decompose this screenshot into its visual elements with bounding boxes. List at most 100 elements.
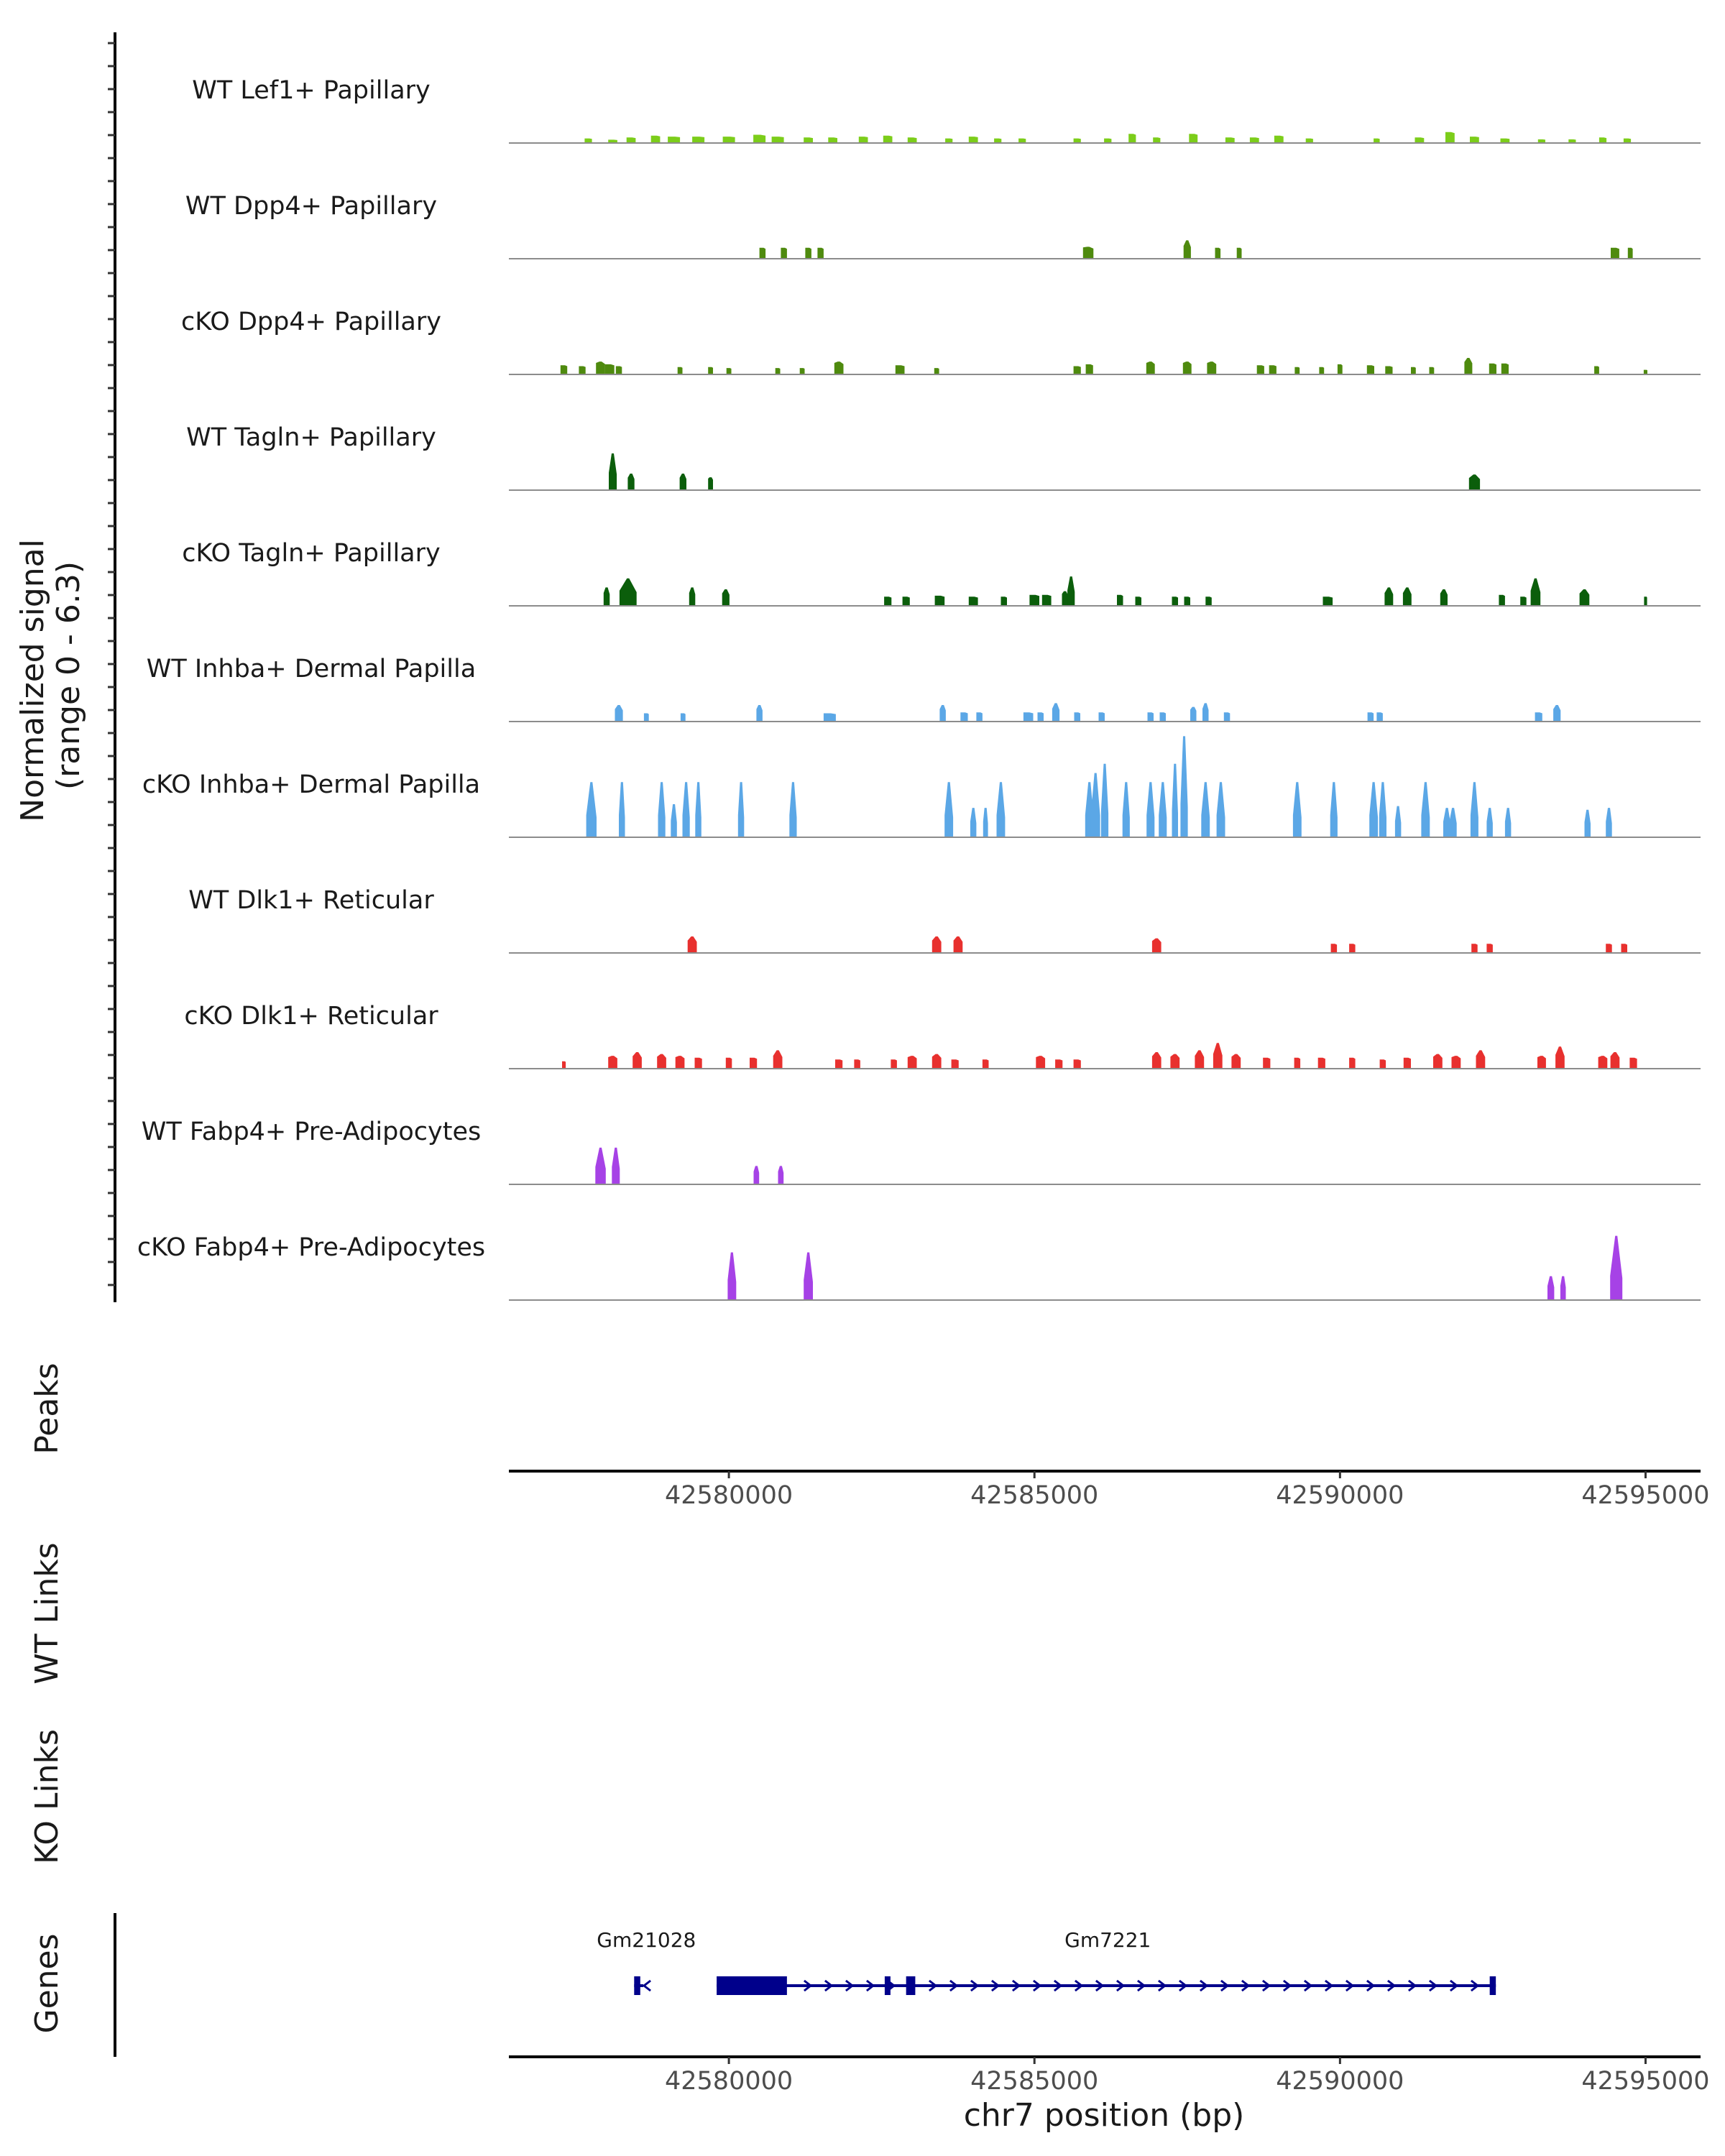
strand-arrow xyxy=(1345,1979,1355,1992)
gene-Gm21028: Gm21028 xyxy=(597,1928,696,1995)
signal-peak xyxy=(1594,366,1599,374)
gene-exon xyxy=(884,1976,891,1995)
signal-peak xyxy=(1062,591,1068,606)
strand-arrow xyxy=(1366,1979,1376,1992)
signal-peak xyxy=(1486,808,1493,837)
signal-peak xyxy=(1530,578,1541,606)
signal-peak xyxy=(608,139,617,143)
signal-peak xyxy=(1504,808,1512,837)
signal-peak xyxy=(708,367,713,374)
track-label: WT Tagln+ Papillary xyxy=(186,423,436,452)
signal-peak xyxy=(983,808,988,837)
signal-peak xyxy=(1018,138,1026,143)
signal-peak xyxy=(951,1059,959,1069)
signal-peak xyxy=(612,1147,620,1184)
signal-peak xyxy=(1159,782,1167,837)
signal-peak xyxy=(1183,240,1191,259)
signal-peak xyxy=(1629,1057,1637,1069)
signal-peak xyxy=(1029,594,1039,606)
signal-peak xyxy=(1100,763,1109,837)
gene-label: Gm21028 xyxy=(597,1928,696,1952)
signal-peak xyxy=(1294,367,1300,374)
signal-peak xyxy=(694,1057,702,1069)
signal-peak xyxy=(1041,594,1052,606)
signal-peak xyxy=(1182,361,1192,374)
signal-peak xyxy=(1146,361,1155,374)
signal-peak xyxy=(722,137,735,143)
signal-peak xyxy=(1319,367,1325,374)
strand-arrow xyxy=(824,1979,834,1992)
strand-arrow xyxy=(1282,1979,1292,1992)
strand-arrow xyxy=(1095,1979,1105,1992)
signal-peak xyxy=(1606,944,1612,953)
signal-peak xyxy=(1190,706,1197,722)
signal-peak xyxy=(1610,1052,1620,1069)
signal-peak xyxy=(895,365,905,374)
track-label: cKO Dpp4+ Papillary xyxy=(181,308,441,336)
signal-peak xyxy=(1610,1235,1623,1300)
signal-peak xyxy=(671,804,677,837)
signal-peak xyxy=(615,705,623,722)
signal-peak xyxy=(1249,137,1259,143)
signal-peak xyxy=(1023,712,1034,722)
signal-peak xyxy=(778,1166,784,1184)
gene-coding-block xyxy=(717,1976,787,1995)
signal-peak xyxy=(1052,703,1060,722)
track-6: WT Inhba+ Dermal Papilla xyxy=(147,655,1701,722)
signal-peak xyxy=(1151,1052,1162,1069)
signal-peak xyxy=(1000,596,1007,606)
peaks-label: Peaks xyxy=(29,1363,65,1454)
strand-arrow xyxy=(886,1979,896,1992)
signal-peak xyxy=(1256,365,1264,374)
signal-peak xyxy=(1207,361,1217,374)
strand-arrow xyxy=(865,1979,875,1992)
strand-arrow xyxy=(928,1979,938,1992)
signal-peak xyxy=(687,936,697,953)
track-label: WT Fabp4+ Pre-Adipocytes xyxy=(142,1118,481,1146)
signal-peak xyxy=(675,1056,685,1069)
signal-peak xyxy=(932,1054,942,1069)
signal-peak xyxy=(1274,135,1284,143)
signal-peak xyxy=(1579,589,1590,606)
signal-peak xyxy=(756,705,763,722)
signal-peak xyxy=(726,368,732,374)
signal-peak xyxy=(1055,1059,1063,1069)
signal-peak xyxy=(1547,1276,1555,1300)
signal-peak xyxy=(1170,1054,1180,1069)
strand-arrow xyxy=(1449,1979,1459,1992)
signal-peak xyxy=(1379,782,1386,837)
signal-peak xyxy=(1584,809,1591,837)
signal-peak xyxy=(968,137,978,143)
strand-arrow xyxy=(1428,1979,1438,1992)
gene-exon xyxy=(634,1976,640,1995)
signal-peak xyxy=(1374,138,1380,143)
strand-arrow xyxy=(1199,1979,1209,1992)
signal-peak xyxy=(753,1166,760,1184)
signal-peak xyxy=(799,368,805,374)
track-9: cKO Dlk1+ Reticular xyxy=(184,1002,1701,1069)
signal-peak xyxy=(1202,703,1209,722)
signal-peak xyxy=(1500,138,1510,143)
strand-arrow xyxy=(1386,1979,1397,1992)
signal-peak xyxy=(1117,594,1123,606)
signal-peak xyxy=(823,713,836,722)
signal-peak xyxy=(1394,806,1402,837)
signal-peak xyxy=(1159,712,1166,722)
signal-peak xyxy=(953,936,963,953)
signal-peak xyxy=(934,368,939,374)
signal-peak xyxy=(579,366,586,374)
signal-peak xyxy=(737,782,745,837)
signal-peak xyxy=(584,138,592,143)
signal-peak xyxy=(708,477,713,490)
signal-peak xyxy=(1555,1046,1565,1069)
signal-peak xyxy=(657,1054,666,1069)
signal-peak xyxy=(1216,782,1225,837)
signal-peak xyxy=(1122,782,1130,837)
signal-peak xyxy=(907,1056,917,1069)
signal-peak xyxy=(1172,596,1178,606)
bottom-x-axis: 42580000 42585000 42590000 42595000 xyxy=(509,2055,1710,2096)
y-axis-title-line1: Normalized signal xyxy=(14,539,51,822)
strand-arrow xyxy=(1241,1979,1251,1992)
x-tick-label: 42585000 xyxy=(970,1481,1098,1510)
